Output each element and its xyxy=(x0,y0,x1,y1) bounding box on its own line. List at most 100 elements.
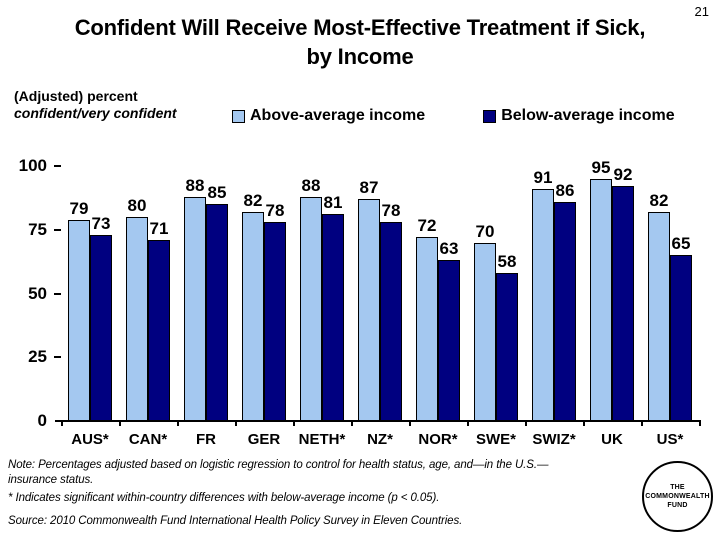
x-axis-tick-mark xyxy=(119,422,121,426)
y-axis-tick-label-50: 50 xyxy=(28,283,47,303)
y-axis-tick-mark xyxy=(54,165,61,167)
x-axis-tick-mark xyxy=(409,422,411,426)
bar-value-label-below-average-nz: 78 xyxy=(381,201,401,221)
bar-above-average-nor xyxy=(416,237,438,421)
x-axis-tick-mark xyxy=(641,422,643,426)
x-axis-tick-mark xyxy=(583,422,585,426)
footnote-source: Source: 2010 Commonwealth Fund Internati… xyxy=(8,515,463,528)
y-axis-tick-label-100: 100 xyxy=(18,156,47,175)
bar-value-label-below-average-fr: 85 xyxy=(207,183,227,203)
legend-label-above-average: Above-average income xyxy=(250,107,426,124)
y-axis-tick-mark xyxy=(54,228,61,231)
x-axis-label-nz: NZ* xyxy=(367,431,393,448)
bar-value-label-below-average-can: 71 xyxy=(149,218,169,238)
slide-title-line1: Confident Will Receive Most-Effective Tr… xyxy=(74,15,646,40)
bar-above-average-fr xyxy=(184,196,206,421)
bar-below-average-ger xyxy=(264,222,286,421)
x-axis-tick-mark xyxy=(177,422,179,426)
bar-above-average-aus xyxy=(68,219,90,421)
slide-title-line2: by Income xyxy=(306,44,414,70)
bar-value-label-below-average-uk: 92 xyxy=(613,165,633,185)
bar-value-label-below-average-swiz: 86 xyxy=(555,180,575,200)
bar-above-average-swe xyxy=(474,242,496,421)
x-axis-label-ger: GER xyxy=(247,431,281,448)
x-axis-label-neth: NETH* xyxy=(298,431,346,448)
page-number: 21 xyxy=(694,4,709,19)
y-axis-caption-line1: (Adjusted) percent xyxy=(14,88,138,104)
bar-below-average-swe xyxy=(496,273,518,421)
y-axis-tick-label-75: 75 xyxy=(28,219,47,239)
bar-value-label-above-average-can: 80 xyxy=(127,196,147,215)
bar-value-label-below-average-ger: 78 xyxy=(265,201,285,221)
x-axis-tick-mark xyxy=(467,422,469,426)
bar-value-label-below-average-swe: 58 xyxy=(497,252,517,272)
logo-line2: COMMONWEALTH xyxy=(645,492,710,500)
bar-below-average-can xyxy=(148,239,170,421)
footnote-significance: * Indicates significant within-country d… xyxy=(8,492,440,505)
legend: Above-average income Below-average incom… xyxy=(232,107,675,125)
legend-swatch-below-average xyxy=(483,109,497,123)
y-axis-tick-label-0: 0 xyxy=(37,411,47,430)
y-axis-tick-label-25: 25 xyxy=(28,347,47,367)
x-axis-tick-mark xyxy=(699,422,701,426)
slide-title: Confident Will Receive Most-Effective Tr… xyxy=(20,13,700,71)
x-axis-label-can: CAN* xyxy=(128,431,168,448)
bar-above-average-ger xyxy=(242,211,264,421)
bar-value-label-above-average-swiz: 91 xyxy=(533,167,553,187)
x-axis-tick-mark xyxy=(235,422,237,426)
bar-above-average-swiz xyxy=(532,188,554,421)
x-axis-tick-mark xyxy=(293,422,295,426)
x-axis-tick-mark xyxy=(61,422,63,426)
footnote-note: Note: Percentages adjusted based on logi… xyxy=(8,459,549,486)
bar-above-average-uk xyxy=(590,178,612,421)
bar-value-label-above-average-us: 82 xyxy=(649,190,669,210)
x-axis-label-swe: SWE* xyxy=(475,431,516,448)
bar-above-average-nz xyxy=(358,199,380,421)
bar-below-average-nz xyxy=(380,222,402,421)
x-axis-label-us: US* xyxy=(656,431,684,448)
commonwealth-fund-logo: THE COMMONWEALTH FUND xyxy=(642,461,713,532)
bar-value-label-below-average-aus: 73 xyxy=(91,213,111,233)
bar-below-average-swiz xyxy=(554,201,576,421)
x-axis-line xyxy=(55,420,701,422)
bar-above-average-us xyxy=(648,211,670,421)
y-axis-caption: (Adjusted) percent confident/very confid… xyxy=(14,88,177,121)
logo-line3: FUND xyxy=(667,502,688,510)
x-axis-tick-mark xyxy=(351,422,353,426)
bar-above-average-neth xyxy=(300,196,322,421)
bar-below-average-fr xyxy=(206,204,228,421)
bar-value-label-below-average-neth: 81 xyxy=(323,193,343,213)
x-axis-label-aus: AUS* xyxy=(71,431,109,448)
bar-below-average-uk xyxy=(612,186,634,421)
bar-value-label-above-average-neth: 88 xyxy=(301,175,321,195)
bar-value-label-below-average-nor: 63 xyxy=(439,239,459,259)
bar-value-label-above-average-ger: 82 xyxy=(243,190,263,210)
x-axis-label-fr: FR xyxy=(196,431,216,448)
bar-above-average-can xyxy=(126,217,148,421)
footnotes: Note: Percentages adjusted based on logi… xyxy=(8,458,596,533)
bar-below-average-us xyxy=(670,255,692,421)
bar-value-label-above-average-nor: 72 xyxy=(417,216,437,236)
legend-label-below-average: Below-average income xyxy=(501,107,675,124)
x-axis-label-uk: UK xyxy=(601,431,623,448)
bar-below-average-nor xyxy=(438,260,460,421)
bar-value-label-above-average-uk: 95 xyxy=(591,157,611,177)
logo-line1: THE xyxy=(670,483,685,491)
y-axis-caption-line2: confident/very confident xyxy=(14,104,177,121)
x-axis-label-nor: NOR* xyxy=(418,431,458,448)
bar-value-label-below-average-us: 65 xyxy=(671,234,691,254)
bar-value-label-above-average-nz: 87 xyxy=(359,178,379,198)
commonwealth-fund-logo-text: THE COMMONWEALTH FUND xyxy=(645,483,709,510)
legend-swatch-above-average xyxy=(232,109,245,123)
bar-below-average-aus xyxy=(90,234,112,421)
legend-item-above-average: Above-average income xyxy=(232,107,425,125)
x-axis-label-swiz: SWIZ* xyxy=(532,431,576,448)
x-axis-tick-mark xyxy=(525,422,527,426)
bar-value-label-above-average-aus: 79 xyxy=(69,198,89,218)
legend-item-below-average: Below-average income xyxy=(483,107,675,125)
bar-below-average-neth xyxy=(322,214,344,421)
y-axis-tick-mark xyxy=(54,292,61,295)
bar-value-label-above-average-fr: 88 xyxy=(185,175,205,195)
